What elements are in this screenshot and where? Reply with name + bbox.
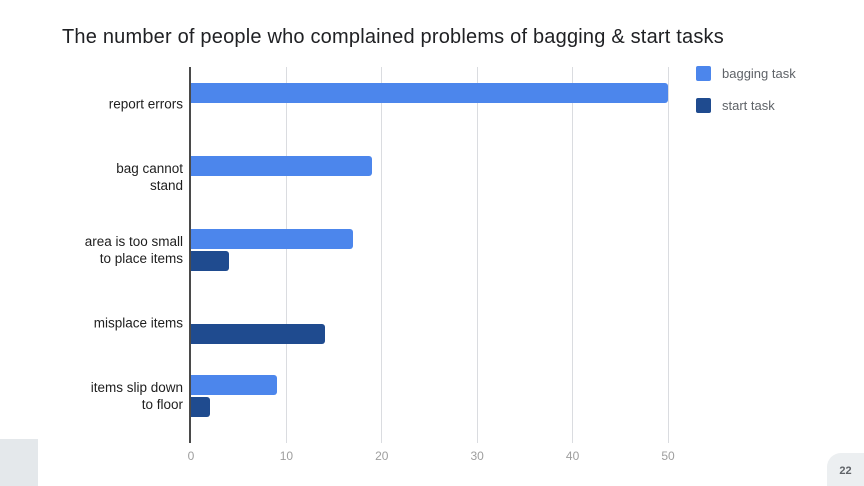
x-tick-label: 30: [470, 449, 484, 463]
gridline-20: [381, 67, 383, 443]
bar-bagging-task-bag-cannot-stand: [191, 156, 372, 176]
y-axis-line: [189, 67, 191, 443]
legend-swatch-icon: [696, 98, 711, 113]
legend-item-start-task: start task: [696, 98, 796, 113]
gridline-10: [285, 67, 287, 443]
bar-start-task-items-slip-down-to-floor: [191, 397, 210, 417]
category-label: misplace items: [93, 315, 183, 331]
legend-label: bagging task: [722, 66, 796, 81]
legend-label: start task: [722, 98, 775, 113]
legend-item-bagging-task: bagging task: [696, 66, 796, 81]
legend: bagging task start task: [696, 66, 796, 130]
x-tick-label: 10: [279, 449, 294, 463]
slide-number: 22: [839, 465, 852, 477]
category-labels: report errors bag cannot stand area is too…: [46, 67, 183, 433]
chart-title: The number of people who complained prob…: [62, 26, 724, 48]
filmstrip-corner-block: [0, 439, 38, 486]
category-label: items slip down to floor: [90, 380, 183, 413]
legend-swatch-icon: [696, 66, 711, 81]
bar-bagging-task-items-slip-down-to-floor: [191, 375, 277, 395]
x-tick-label: 20: [375, 449, 389, 463]
bar-bagging-task-report-errors: [191, 83, 668, 103]
category-label: area is too small to place items: [84, 234, 183, 266]
bar-start-task-area-is-too-small-to-place-items: [191, 251, 229, 271]
category-label: report errors: [108, 96, 183, 112]
slide-number-badge: 22: [827, 453, 864, 486]
bar-bagging-task-area-is-too-small-to-place-items: [191, 229, 353, 249]
bar-start-task-misplace-items: [191, 324, 325, 344]
x-tick-label: 50: [661, 449, 675, 463]
gridline-50: [667, 67, 669, 443]
category-label: bag cannot stand: [116, 160, 183, 193]
plot-area: 0 10 20 30 40 50: [188, 67, 675, 463]
x-tick-label: 0: [187, 449, 195, 463]
gridline-30: [476, 67, 478, 443]
gridline-40: [572, 67, 574, 443]
x-tick-label: 40: [565, 449, 580, 463]
